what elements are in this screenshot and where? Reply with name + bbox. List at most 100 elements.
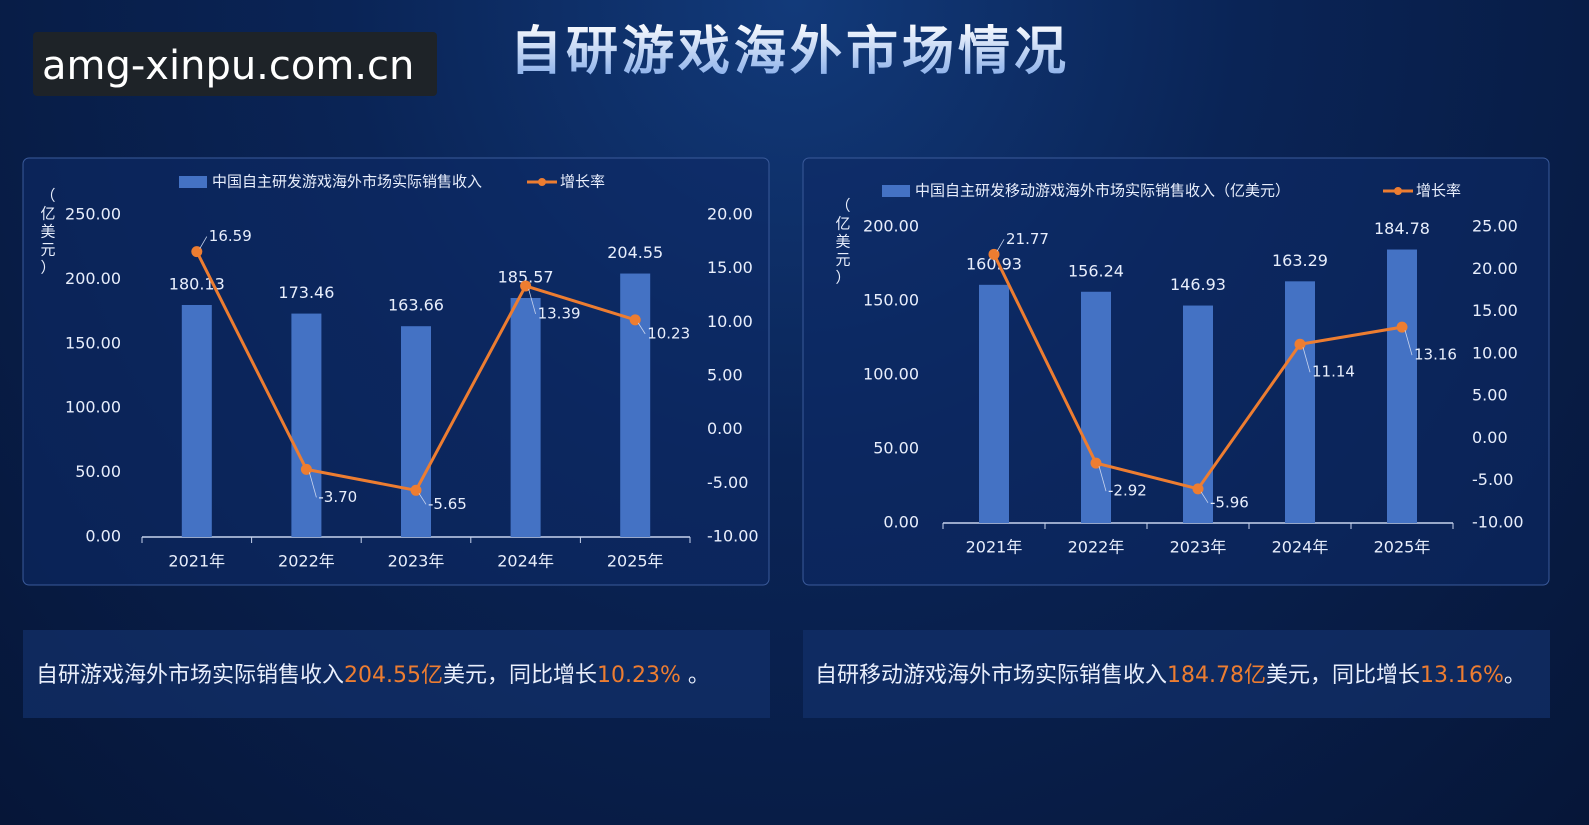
y-axis-label: ）	[835, 269, 850, 287]
caption-part: 184.78亿	[1167, 663, 1266, 688]
x-tick-label: 2025年	[607, 552, 664, 571]
y2-tick-label: 20.00	[1472, 259, 1518, 278]
caption-part: 。	[681, 663, 710, 688]
legend-swatch	[538, 178, 546, 186]
y2-tick-label: 10.00	[707, 312, 753, 331]
line-point	[300, 463, 312, 475]
label-leader	[1098, 466, 1107, 492]
x-tick-label: 2023年	[1170, 538, 1227, 557]
x-tick-label: 2022年	[1068, 538, 1125, 557]
label-leader	[199, 236, 208, 249]
line-point	[1396, 321, 1408, 333]
bar	[510, 297, 541, 537]
caption: 自研移动游戏海外市场实际销售收入184.78亿美元，同比增长13.16%。	[815, 663, 1526, 688]
line-value-label: 21.77	[1006, 230, 1049, 248]
label-leader	[1302, 347, 1311, 373]
y2-tick-label: -10.00	[707, 527, 759, 546]
legend-swatch	[179, 176, 207, 188]
legend-label: 增长率	[560, 173, 605, 191]
y-tick-label: 200.00	[65, 269, 121, 288]
bar	[620, 273, 651, 537]
bar-value-label: 163.66	[388, 296, 444, 315]
watermark-box	[33, 32, 437, 96]
panel	[22, 157, 770, 586]
caption-part: 美元，同比增长	[443, 663, 597, 688]
bar-value-label: 204.55	[607, 243, 663, 262]
caption: 自研游戏海外市场实际销售收入204.55亿美元，同比增长10.23% 。	[36, 663, 710, 688]
y-axis-label: 亿	[835, 215, 850, 233]
x-tick-label: 2024年	[497, 552, 554, 571]
y2-tick-label: 15.00	[707, 258, 753, 277]
y-axis-label: 亿	[40, 205, 55, 223]
page-title: 自研游戏海外市场情况	[510, 22, 1070, 82]
y2-tick-label: 5.00	[707, 366, 743, 385]
bar-value-label: 156.24	[1068, 261, 1124, 280]
y-axis-label: 美	[40, 223, 55, 241]
y-tick-label: 50.00	[75, 462, 121, 481]
y-axis-label: 美	[835, 233, 850, 251]
caption-part: 。	[1504, 663, 1526, 688]
caption-part: 204.55亿	[344, 663, 443, 688]
caption-part: 10.23%	[597, 663, 681, 688]
y-axis-label: （	[40, 187, 55, 205]
y2-tick-label: 15.00	[1472, 301, 1518, 320]
y2-tick-label: 10.00	[1472, 343, 1518, 362]
label-leader	[996, 239, 1005, 252]
line-value-label: -5.96	[1210, 493, 1249, 511]
legend-swatch	[1394, 187, 1402, 195]
x-tick-label: 2023年	[388, 552, 445, 571]
line-value-label: -3.70	[318, 488, 357, 506]
bar	[979, 284, 1009, 523]
x-tick-label: 2022年	[278, 552, 335, 571]
bar-value-label: 173.46	[278, 283, 334, 302]
label-leader	[1404, 330, 1413, 356]
bar-value-label: 160.93	[966, 254, 1022, 273]
caption-part: 美元，同比增长	[1266, 663, 1420, 688]
x-tick-label: 2021年	[168, 552, 225, 571]
legend-label: 中国自主研发移动游戏海外市场实际销售收入（亿美元）	[915, 182, 1290, 200]
bar-value-label: 185.57	[498, 267, 554, 286]
line-value-label: 13.39	[538, 304, 581, 322]
y2-tick-label: 25.00	[1472, 217, 1518, 236]
bar-value-label: 163.29	[1272, 251, 1328, 270]
watermark: amg-xinpu.com.cn	[42, 43, 414, 89]
y-tick-label: 150.00	[65, 333, 121, 352]
line-value-label: 16.59	[209, 227, 252, 245]
line-point	[1192, 483, 1204, 495]
y2-tick-label: -5.00	[707, 473, 748, 492]
line-value-label: 13.16	[1414, 346, 1457, 364]
line-value-label: 10.23	[647, 324, 690, 342]
y-tick-label: 0.00	[883, 513, 919, 532]
line-point	[988, 248, 1000, 260]
y-tick-label: 0.00	[85, 527, 121, 546]
bar	[1081, 291, 1111, 523]
bar-value-label: 146.93	[1170, 275, 1226, 294]
y2-tick-label: -5.00	[1472, 470, 1513, 489]
line-point	[1090, 457, 1102, 469]
bar	[291, 313, 322, 537]
y-axis-label: 元	[835, 251, 850, 269]
line-value-label: 11.14	[1312, 363, 1355, 381]
y2-tick-label: 20.00	[707, 205, 753, 224]
caption-box	[803, 630, 1550, 718]
legend-label: 增长率	[1416, 182, 1461, 200]
label-leader	[309, 472, 317, 498]
caption-part: 13.16%	[1420, 663, 1504, 688]
y-tick-label: 200.00	[863, 217, 919, 236]
y-axis-label: （	[835, 197, 850, 215]
y2-tick-label: 5.00	[1472, 386, 1508, 405]
y-tick-label: 50.00	[873, 439, 919, 458]
y-axis-label: ）	[40, 259, 55, 277]
bar	[1387, 249, 1417, 523]
y2-tick-label: -10.00	[1472, 513, 1524, 532]
line-point	[1294, 338, 1306, 350]
label-leader	[528, 288, 536, 315]
y-tick-label: 250.00	[65, 205, 121, 224]
y-axis-label: 元	[40, 241, 55, 259]
y2-tick-label: 0.00	[1472, 428, 1508, 447]
line-value-label: -2.92	[1108, 482, 1147, 500]
bar-value-label: 184.78	[1374, 219, 1430, 238]
label-leader	[637, 322, 646, 335]
caption-part: 自研游戏海外市场实际销售收入	[36, 663, 344, 688]
